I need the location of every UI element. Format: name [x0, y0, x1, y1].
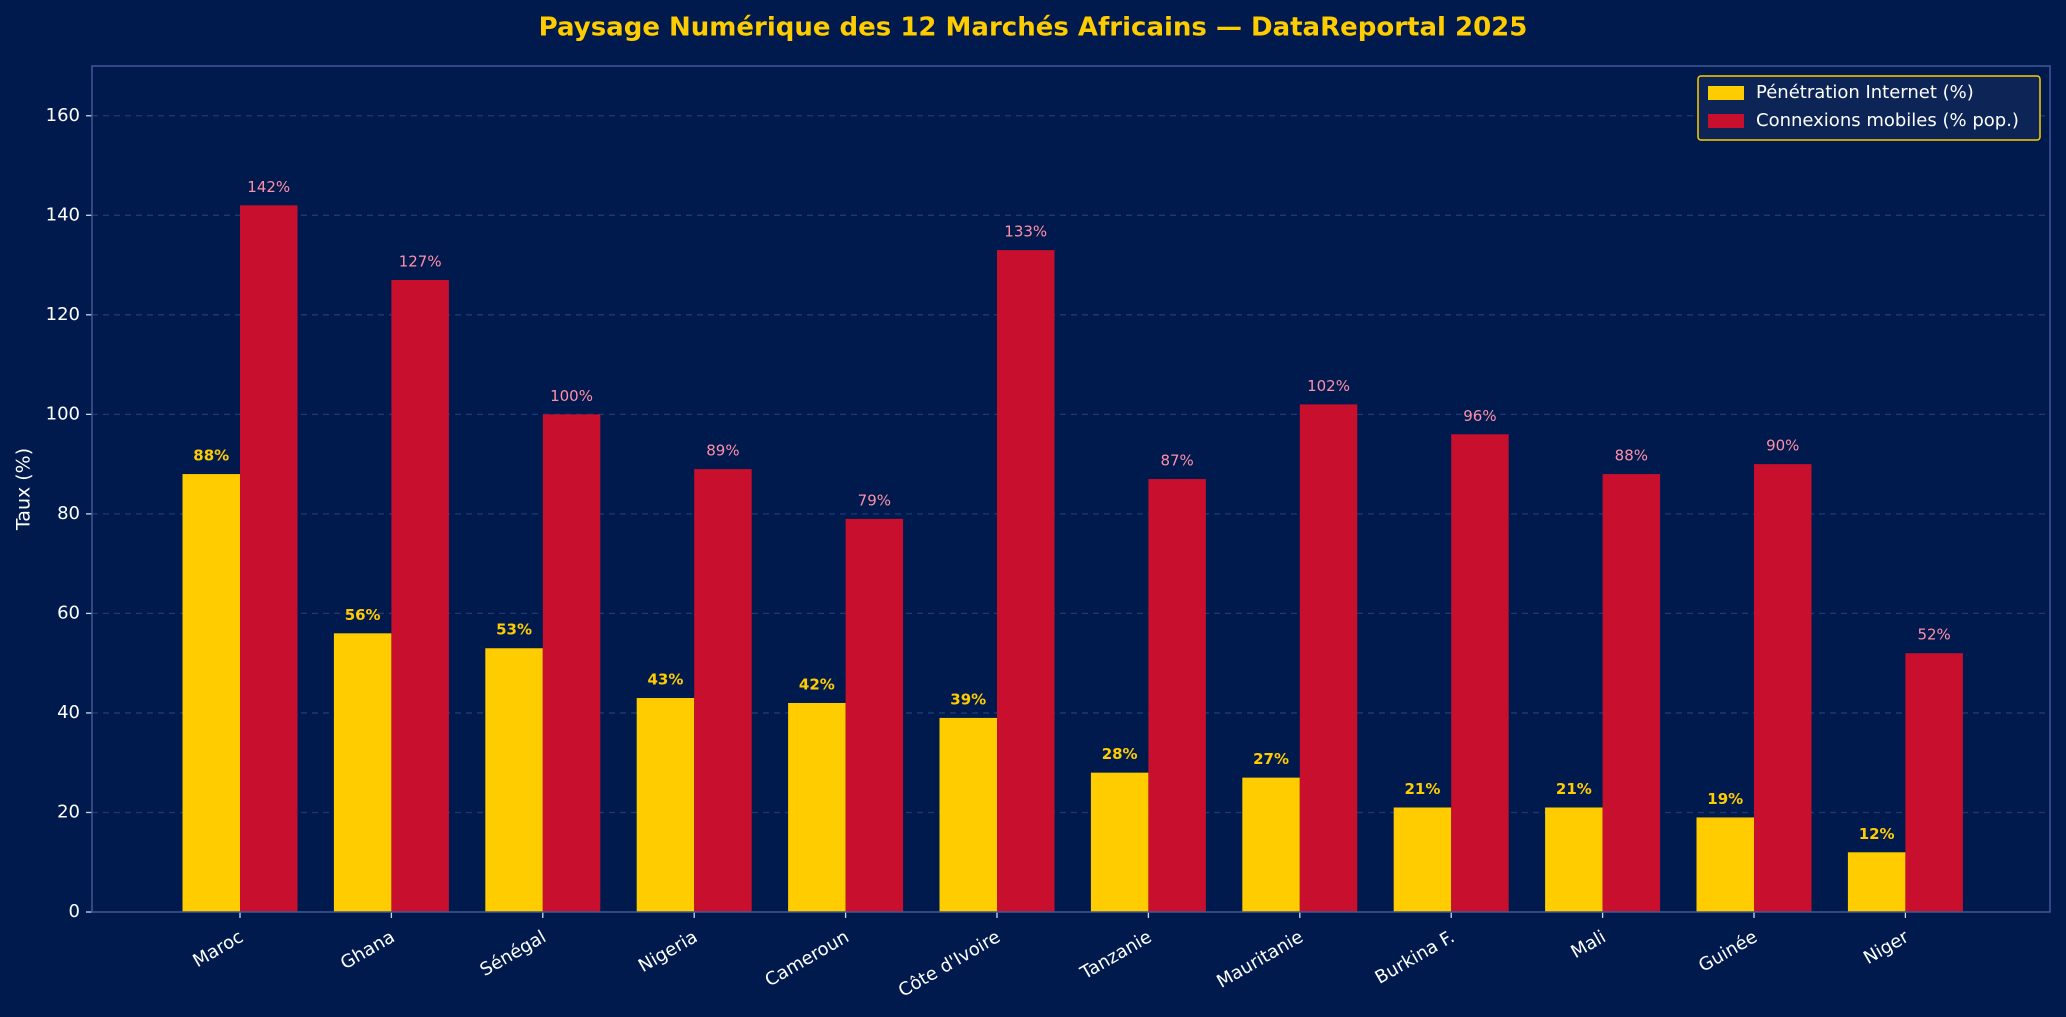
- bar: [694, 469, 752, 912]
- bar: [182, 474, 240, 912]
- bar: [1545, 807, 1603, 912]
- value-label: 19%: [1707, 790, 1743, 808]
- y-tick-label: 40: [57, 702, 80, 723]
- y-tick-label: 20: [57, 801, 80, 822]
- bar: [333, 633, 392, 912]
- legend-label: Connexions mobiles (% pop.): [1756, 110, 2019, 131]
- bar: [1905, 653, 1963, 912]
- legend-box: [1697, 75, 2041, 141]
- value-label: 52%: [1917, 626, 1950, 644]
- bar: [1847, 852, 1906, 912]
- bar: [1299, 404, 1358, 912]
- value-label: 12%: [1859, 825, 1895, 843]
- value-label: 133%: [1004, 223, 1047, 241]
- chart-title: Paysage Numérique des 12 Marchés Africai…: [539, 13, 1528, 43]
- y-tick-label: 120: [46, 304, 80, 325]
- bar: [788, 702, 846, 912]
- bar: [939, 717, 997, 912]
- value-label: 42%: [799, 675, 835, 693]
- y-tick-label: 160: [46, 105, 80, 126]
- bar: [542, 414, 601, 912]
- y-tick-label: 0: [69, 901, 80, 922]
- value-label: 27%: [1253, 750, 1289, 768]
- value-label: 87%: [1160, 452, 1193, 470]
- bar: [1696, 817, 1754, 912]
- bar: [1242, 777, 1300, 912]
- value-label: 100%: [550, 387, 593, 405]
- y-tick-label: 80: [57, 503, 80, 524]
- value-label: 39%: [950, 690, 986, 708]
- value-label: 43%: [647, 671, 683, 689]
- y-tick-label: 100: [46, 403, 80, 424]
- bar: [845, 518, 904, 912]
- bar: [1393, 807, 1452, 912]
- value-label: 90%: [1766, 437, 1799, 455]
- legend-swatch: [1708, 86, 1744, 100]
- value-label: 88%: [1615, 447, 1648, 465]
- value-label: 127%: [399, 252, 442, 270]
- value-label: 79%: [858, 491, 891, 509]
- value-label: 96%: [1463, 407, 1496, 425]
- plot-frame: [91, 65, 2051, 913]
- bar: [391, 279, 449, 912]
- bar: [636, 698, 695, 912]
- y-tick-label: 140: [46, 204, 80, 225]
- value-label: 28%: [1102, 745, 1138, 763]
- y-tick-label: 60: [57, 602, 80, 623]
- legend-swatch: [1708, 114, 1744, 128]
- bar: [485, 648, 543, 912]
- bar: [1148, 479, 1206, 912]
- value-label: 102%: [1307, 377, 1350, 395]
- bar: [1602, 474, 1661, 912]
- bar: [997, 250, 1055, 913]
- legend-label: Pénétration Internet (%): [1756, 82, 1974, 103]
- bar: [240, 205, 298, 912]
- value-label: 21%: [1404, 780, 1440, 798]
- bar: [1754, 464, 1812, 912]
- value-label: 89%: [706, 442, 739, 460]
- y-axis-label: Taux (%): [13, 448, 35, 531]
- value-label: 53%: [496, 621, 532, 639]
- value-label: 88%: [193, 447, 229, 465]
- value-label: 56%: [345, 606, 381, 624]
- value-label: 21%: [1556, 780, 1592, 798]
- value-label: 142%: [247, 178, 290, 196]
- bar: [1090, 772, 1149, 912]
- bar: [1451, 434, 1509, 912]
